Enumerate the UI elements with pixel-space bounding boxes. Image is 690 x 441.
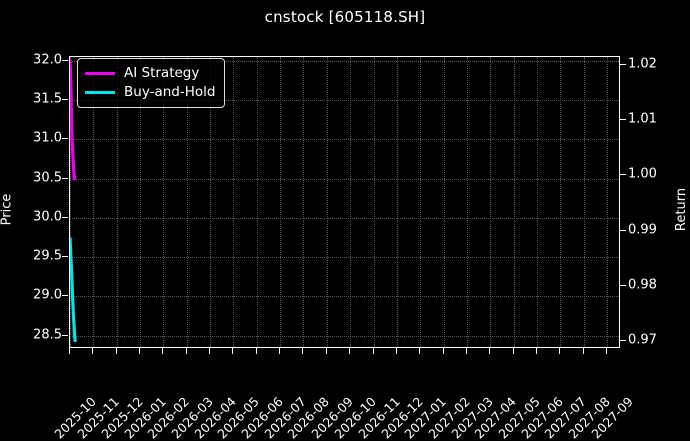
- legend-swatch-icon: [85, 72, 115, 75]
- y-tick-label-right: 1.01: [628, 111, 657, 127]
- y-tick-label-right: 1.02: [628, 56, 657, 72]
- chart-figure: cnstock [605118.SH] Price Return 28.5 29.…: [0, 8, 690, 441]
- y-tick-mark-left: [62, 99, 68, 101]
- y-tick-mark-left: [62, 59, 68, 61]
- x-tick-mark: [115, 348, 117, 354]
- x-tick-mark: [325, 348, 327, 354]
- chart-legend: AI Strategy Buy-and-Hold: [77, 58, 226, 108]
- x-tick-mark: [139, 348, 141, 354]
- x-tick-mark: [582, 348, 584, 354]
- y-tick-mark-right: [620, 174, 626, 176]
- y-tick-label-left: 29.5: [33, 248, 62, 264]
- y-tick-mark-left: [62, 216, 68, 218]
- y-tick-label-left: 32.0: [33, 52, 62, 68]
- y-tick-label-left: 28.5: [33, 327, 62, 343]
- y-tick-mark-right: [620, 284, 626, 286]
- series-canvas: [70, 59, 77, 343]
- y-tick-mark-right: [620, 64, 626, 66]
- x-tick-mark: [442, 348, 444, 354]
- legend-item-label: AI Strategy: [124, 64, 200, 81]
- series-line-ai-strategy: [70, 59, 77, 181]
- y-tick-mark-left: [62, 295, 68, 297]
- chart-title: cnstock [605118.SH]: [264, 8, 426, 26]
- y-tick-mark-right: [620, 119, 626, 121]
- y-tick-mark-left: [62, 138, 68, 140]
- x-tick-mark: [92, 348, 94, 354]
- legend-item-label: Buy-and-Hold: [124, 83, 216, 100]
- x-tick-mark: [162, 348, 164, 354]
- x-tick-mark: [372, 348, 374, 354]
- x-tick-mark: [209, 348, 211, 354]
- y-tick-label-left: 30.0: [33, 209, 62, 225]
- y-tick-label-right: 1.00: [628, 166, 657, 182]
- y-tick-mark-right: [620, 229, 626, 231]
- x-tick-mark: [489, 348, 491, 354]
- y-tick-label-left: 31.5: [33, 91, 62, 107]
- y-tick-mark-right: [620, 339, 626, 341]
- y-tick-label-right: 0.98: [628, 277, 657, 293]
- x-tick-mark: [232, 348, 234, 354]
- x-tick-mark: [559, 348, 561, 354]
- y-axis-label-return: Return: [674, 187, 690, 232]
- y-tick-label-left: 29.0: [33, 287, 62, 303]
- x-tick-mark: [605, 348, 607, 354]
- y-tick-mark-left: [62, 177, 68, 179]
- legend-item[interactable]: AI Strategy: [85, 64, 215, 83]
- x-tick-mark: [395, 348, 397, 354]
- y-tick-label-left: 31.0: [33, 130, 62, 146]
- x-tick-mark: [185, 348, 187, 354]
- x-tick-mark: [255, 348, 257, 354]
- x-tick-mark: [465, 348, 467, 354]
- series-line-buy-and-hold: [70, 237, 77, 343]
- y-tick-label-right: 0.97: [628, 332, 657, 348]
- y-tick-mark-left: [62, 334, 68, 336]
- y-tick-label-left: 30.5: [33, 170, 62, 186]
- x-tick-mark: [512, 348, 514, 354]
- x-tick-mark: [535, 348, 537, 354]
- y-tick-label-right: 0.99: [628, 222, 657, 238]
- y-tick-mark-left: [62, 256, 68, 258]
- x-tick-mark: [419, 348, 421, 354]
- x-tick-mark: [302, 348, 304, 354]
- legend-item[interactable]: Buy-and-Hold: [85, 83, 215, 102]
- x-tick-mark: [279, 348, 281, 354]
- x-tick-mark: [349, 348, 351, 354]
- legend-swatch-icon: [85, 91, 115, 94]
- x-tick-mark: [69, 348, 70, 354]
